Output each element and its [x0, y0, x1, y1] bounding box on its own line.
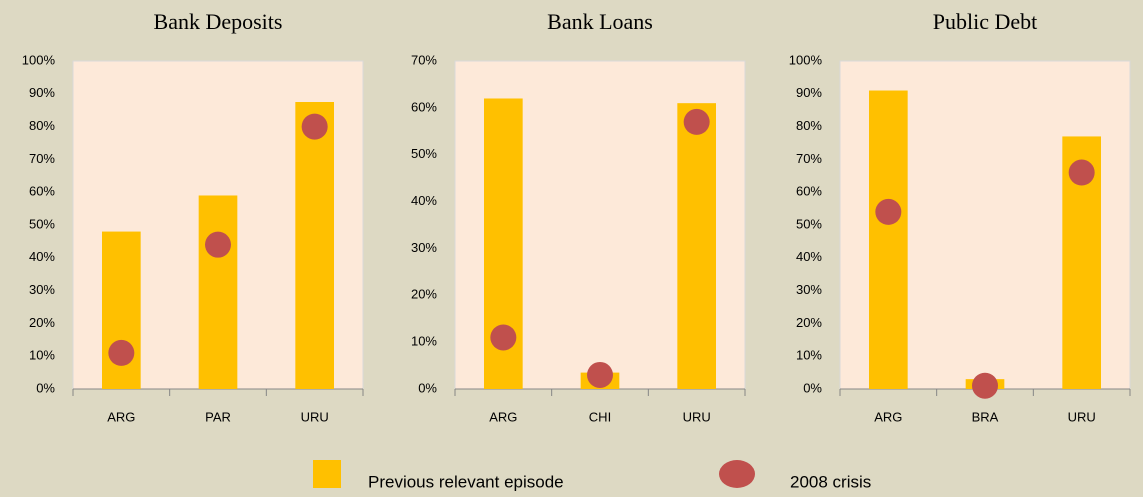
y-tick-label: 20%: [796, 315, 822, 330]
y-tick-label: 0%: [418, 380, 437, 395]
dot: [972, 372, 998, 399]
dot: [205, 231, 231, 258]
y-tick-label: 40%: [796, 249, 822, 264]
bar: [198, 195, 238, 389]
x-tick-label: ARG: [489, 409, 517, 424]
x-tick-label: URU: [1068, 409, 1096, 424]
bar: [869, 90, 908, 390]
y-tick-label: 60%: [411, 99, 437, 114]
y-tick-label: 70%: [411, 52, 437, 67]
y-tick-label: 80%: [29, 118, 55, 133]
y-tick-label: 0%: [803, 380, 822, 395]
legend-swatch: [313, 460, 341, 488]
bar: [295, 102, 334, 389]
dot: [587, 361, 613, 388]
x-tick-label: URU: [683, 409, 711, 424]
y-tick-label: 50%: [796, 216, 822, 231]
y-tick-label: 30%: [796, 282, 822, 297]
x-tick-label: URU: [301, 409, 329, 424]
dot: [1068, 159, 1095, 186]
dot: [108, 339, 135, 366]
y-tick-label: 60%: [796, 184, 822, 199]
chart-title: Bank Deposits: [154, 9, 283, 34]
y-tick-label: 10%: [29, 348, 55, 363]
x-tick-label: PAR: [205, 409, 231, 424]
x-tick-label: CHI: [589, 409, 611, 424]
y-tick-label: 30%: [411, 240, 437, 255]
y-tick-label: 90%: [29, 85, 55, 100]
dot: [683, 108, 710, 135]
dot: [301, 113, 328, 140]
y-tick-label: 100%: [22, 52, 56, 67]
y-tick-label: 70%: [796, 151, 822, 166]
legend-label: Previous relevant episode: [368, 472, 564, 491]
y-tick-label: 20%: [411, 287, 437, 302]
x-tick-label: ARG: [107, 409, 135, 424]
legend-swatch: [719, 460, 755, 488]
y-tick-label: 30%: [29, 282, 55, 297]
dot: [875, 198, 902, 225]
y-tick-label: 70%: [29, 151, 55, 166]
dot: [490, 324, 517, 351]
y-tick-label: 50%: [29, 216, 55, 231]
y-tick-label: 90%: [796, 85, 822, 100]
x-tick-label: ARG: [874, 409, 902, 424]
y-tick-label: 60%: [29, 184, 55, 199]
chart-title: Public Debt: [933, 9, 1038, 34]
bar: [677, 103, 716, 390]
chart-title: Bank Loans: [547, 9, 653, 34]
legend-label: 2008 crisis: [790, 472, 871, 491]
y-tick-label: 40%: [411, 193, 437, 208]
y-tick-label: 20%: [29, 315, 55, 330]
x-tick-label: BRA: [972, 409, 999, 424]
y-tick-label: 100%: [789, 52, 823, 67]
y-tick-label: 0%: [36, 380, 55, 395]
y-tick-label: 40%: [29, 249, 55, 264]
y-tick-label: 80%: [796, 118, 822, 133]
y-tick-label: 10%: [411, 334, 437, 349]
y-tick-label: 50%: [411, 146, 437, 161]
y-tick-label: 10%: [796, 348, 822, 363]
